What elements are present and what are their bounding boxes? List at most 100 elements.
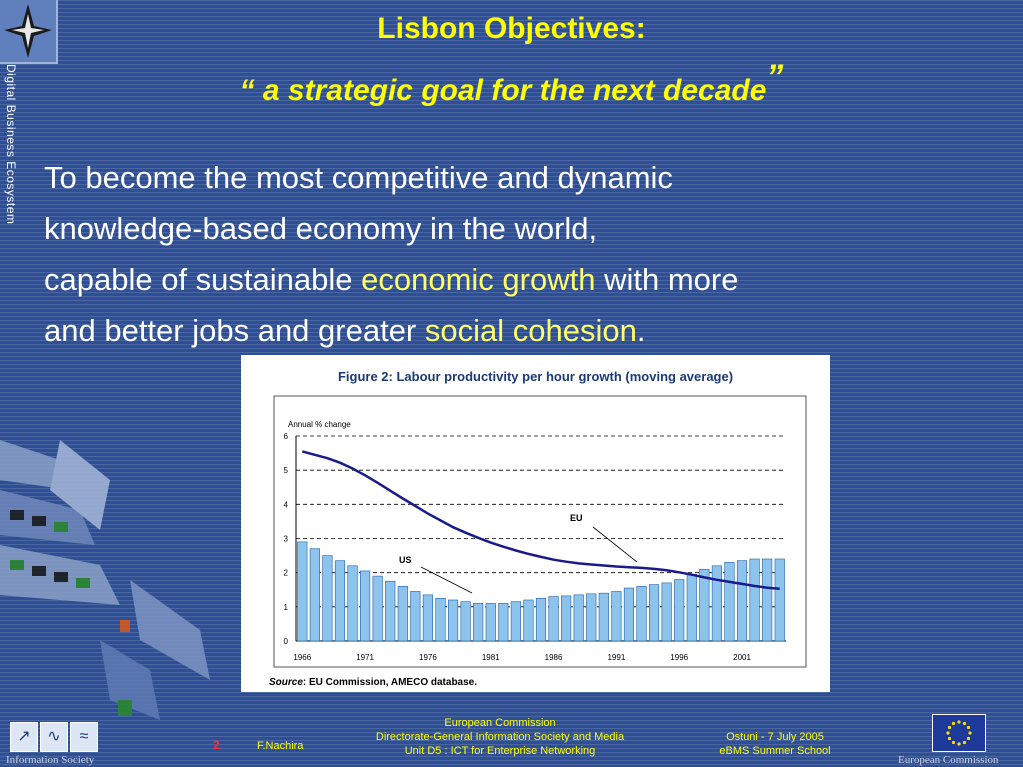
text-span: .	[636, 313, 646, 348]
text-span: and better jobs and greater	[44, 313, 425, 348]
eu-line	[301, 450, 780, 590]
bar-us	[473, 603, 484, 642]
x-tick-label: 1986	[545, 653, 563, 662]
text-span: capable of sustainable	[44, 262, 362, 297]
x-tick-label: 1976	[419, 653, 437, 662]
us-annotation-arrow	[420, 566, 473, 594]
footer-right-line: Ostuni - 7 July 2005	[726, 731, 824, 743]
eu-star	[962, 740, 967, 745]
source-label: Source	[269, 677, 303, 688]
x-tick-label: 2001	[733, 653, 751, 662]
bar-us	[535, 597, 547, 642]
bar-us	[460, 601, 471, 642]
bar-us	[711, 565, 722, 642]
footer-center: European Commission Directorate-General …	[330, 716, 670, 758]
footer-center-line: Directorate-General Information Society …	[375, 731, 625, 743]
eu-star	[951, 740, 956, 745]
y-tick-label: 0	[284, 637, 289, 646]
bar-us	[397, 586, 408, 642]
bar-us	[636, 586, 647, 642]
figure-title: Figure 2: Labour productivity per hour g…	[337, 369, 734, 384]
eu-star	[947, 725, 952, 730]
eu-flag-icon	[932, 714, 986, 752]
bar-us	[410, 591, 421, 642]
info-society-label: Information Society	[6, 754, 95, 766]
source-text: : EU Commission, AMECO database.	[302, 677, 478, 688]
x-tick-label: 1996	[670, 653, 688, 662]
bar-us	[309, 548, 320, 642]
y-tick-label: 6	[284, 432, 289, 441]
bar-us	[297, 541, 308, 642]
bar-us	[385, 580, 396, 642]
bar-us	[447, 599, 459, 642]
bar-us	[573, 594, 584, 642]
y-tick-label: 5	[284, 466, 289, 475]
bar-us	[674, 579, 685, 642]
eu-annotation: EU	[570, 513, 583, 523]
page-number: 2	[213, 738, 220, 752]
objective-line-4: and better jobs and greater social cohes…	[44, 305, 1004, 356]
author: F.Nachira	[257, 740, 304, 752]
y-tick-label: 1	[284, 603, 289, 612]
info-society-logos: ↗ ∿ ≈	[10, 722, 100, 752]
bar-us	[422, 594, 433, 642]
arrow-logo-icon: ↗	[10, 722, 38, 752]
footer-center-line: European Commission	[444, 717, 556, 729]
objective-line-2: knowledge-based economy in the world,	[44, 211, 598, 246]
eu-star	[957, 720, 961, 724]
x-tick-label: 1971	[356, 653, 374, 662]
highlight-economic-growth: economic growth	[361, 262, 596, 297]
bar-us	[548, 596, 559, 642]
productivity-figure: Figure 2: Labour productivity per hour g…	[241, 355, 830, 692]
highlight-social-cohesion: social cohesion	[424, 313, 637, 348]
text-span: with more	[595, 262, 739, 297]
footer-right-line: eBMS Summer School	[719, 745, 831, 757]
y-tick-label: 4	[284, 500, 289, 509]
wave-logo-icon: ∿	[40, 722, 68, 752]
bar-us	[724, 562, 735, 642]
objective-line-3: capable of sustainable economic growth w…	[44, 254, 1004, 305]
bar-us	[762, 558, 773, 642]
slide-title: Lisbon Objectives:	[377, 12, 646, 45]
eu-star	[946, 731, 950, 735]
bar-us	[661, 582, 672, 642]
bar-us	[360, 570, 371, 642]
bar-us	[623, 587, 635, 642]
bar-us	[498, 603, 509, 642]
subtitle-close-quote: ”	[766, 58, 784, 96]
y-tick-label: 3	[284, 535, 289, 544]
eu-star	[947, 736, 952, 741]
eu-stars-icon	[946, 720, 972, 746]
objective-line-1: To become the most competitive and dynam…	[44, 160, 673, 195]
bar-us	[774, 558, 785, 642]
approx-logo-icon: ≈	[70, 722, 98, 752]
bar-us	[510, 601, 521, 642]
objective-text: To become the most competitive and dynam…	[44, 152, 1004, 356]
bar-us	[334, 560, 346, 642]
bar-us	[649, 584, 660, 642]
decorative-graphic	[0, 440, 210, 720]
productivity-chart: Annual % change 0 1 2 3 4 5 6 1966 1971 1976 1981…	[273, 395, 807, 668]
footer-right: Ostuni - 7 July 2005 eBMS Summer School	[700, 730, 850, 758]
eu-star	[966, 725, 971, 730]
y-tick-label: 2	[284, 569, 289, 578]
bar-us	[322, 555, 333, 642]
footer-center-line: Unit D5 : ICT for Enterprise Networking	[404, 745, 596, 757]
eu-star	[957, 742, 961, 746]
bar-us	[523, 599, 534, 642]
bar-us	[598, 592, 609, 642]
eu-star	[951, 721, 956, 726]
slide-subtitle: “ a strategic goal for the next decade”	[0, 58, 1023, 109]
x-tick-label: 1981	[482, 653, 500, 662]
eu-star	[968, 731, 972, 735]
bar-us	[611, 591, 622, 642]
bar-us	[686, 574, 697, 642]
bar-us	[561, 595, 572, 642]
bar-us	[699, 568, 710, 642]
bar-us	[736, 560, 748, 642]
european-commission-label: European Commission	[898, 754, 999, 766]
y-axis-label: Annual % change	[288, 420, 351, 429]
footer: ↗ ∿ ≈ Information Society 2 F.Nachira Eu…	[0, 708, 1023, 767]
bar-us	[435, 597, 446, 642]
figure-source: Source: EU Commission, AMECO database.	[269, 677, 477, 688]
